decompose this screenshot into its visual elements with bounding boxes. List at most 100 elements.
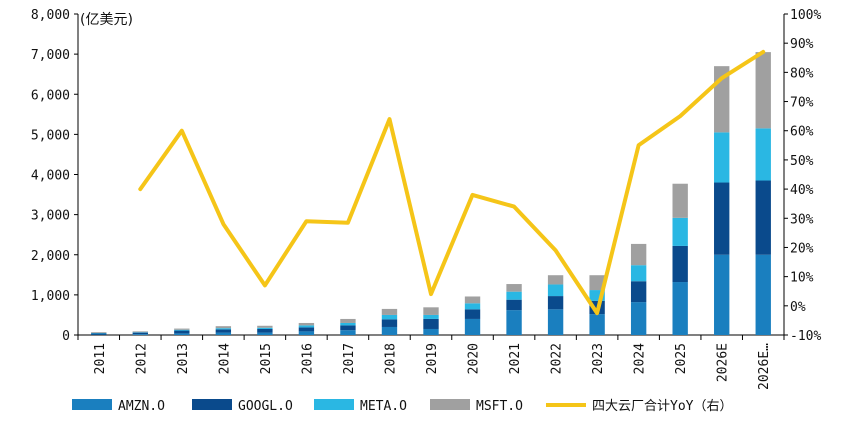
x-tick-label: 2024 (633, 343, 648, 374)
bar-googl-o-2019 (423, 318, 439, 329)
bar-amzn-o-2018 (381, 326, 398, 335)
legend-label: GOOGL.O (238, 399, 293, 414)
x-tick-label: 2013 (176, 343, 191, 374)
left-tick-label: 0 (62, 329, 70, 344)
bar-meta-o-2021 (506, 291, 522, 300)
bar-amzn-o-2014 (215, 332, 232, 335)
bar-msft-o-2025 (672, 183, 688, 218)
x-tick-label: 2022 (550, 343, 565, 374)
bar-googl-o-2024 (630, 281, 647, 303)
bar-msft-o-2021 (506, 284, 522, 292)
bar-msft-o-2014 (215, 326, 232, 329)
bar-amzn-o-2019 (423, 328, 439, 335)
bar-googl-o-2018 (381, 319, 398, 327)
bar-amzn-o-2021 (506, 310, 522, 335)
bar-meta-o-2015 (257, 327, 273, 329)
bar-msft-o-2022 (547, 275, 564, 285)
x-tick-label: 2025 (674, 343, 689, 374)
bar-amzn-o-2015 (257, 332, 273, 335)
bar-meta-o-2026e (714, 132, 730, 183)
legend-swatch (430, 399, 470, 410)
bar-googl-o-2020 (464, 309, 481, 319)
right-tick-label: 10% (790, 271, 814, 286)
x-tick-label: 2026E… (757, 343, 772, 390)
bar-googl-o-2017 (340, 325, 356, 331)
right-tick-label: 100% (790, 8, 821, 23)
x-tick-label: 2021 (508, 343, 523, 374)
bar-meta-o-2017 (340, 322, 356, 326)
left-axis-unit-label: (亿美元) (80, 12, 133, 28)
x-tick-label: 2016 (300, 343, 315, 374)
bar-msft-o-2016 (298, 322, 315, 326)
bar-amzn-o-2026e (755, 254, 771, 335)
bar-amzn-o-2020 (464, 318, 481, 335)
bar-googl-o-2026e (714, 182, 730, 255)
x-tick-label: 2011 (93, 343, 108, 374)
right-tick-label: 50% (790, 154, 814, 169)
bar-meta-o-2013 (174, 329, 190, 331)
bar-meta-o-2018 (381, 314, 398, 320)
bar-googl-o-2014 (215, 329, 232, 333)
x-tick-label: 2012 (134, 343, 149, 374)
right-tick-label: 20% (790, 241, 814, 256)
bar-msft-o-2012 (132, 331, 148, 333)
bar-googl-o-2021 (506, 299, 522, 311)
yoy-line (138, 49, 766, 316)
bar-msft-o-2019 (423, 307, 439, 315)
right-tick-label: 40% (790, 183, 814, 198)
left-tick-label: 1,000 (31, 289, 70, 304)
bar-msft-o-2017 (340, 318, 356, 323)
bar-meta-o-2022 (547, 284, 564, 297)
bar-msft-o-2026e (755, 52, 771, 129)
bar-meta-o-2025 (672, 217, 688, 246)
bar-amzn-o-2017 (340, 330, 356, 335)
bar-googl-o-2015 (257, 328, 273, 333)
bar-googl-o-2016 (298, 327, 315, 332)
bar-amzn-o-2024 (630, 302, 647, 335)
bar-msft-o-2011 (91, 332, 107, 333)
bar-googl-o-2022 (547, 296, 564, 310)
left-tick-label: 3,000 (31, 209, 70, 224)
right-tick-label: 0% (790, 300, 806, 315)
left-tick-label: 4,000 (31, 169, 70, 184)
legend-label: 四大云厂合计YoY（右） (592, 399, 732, 414)
left-tick-label: 5,000 (31, 128, 70, 143)
legend-swatch (192, 399, 232, 410)
legend-label: MSFT.O (476, 399, 523, 414)
bar-amzn-o-2012 (132, 334, 148, 335)
bar-googl-o-2013 (174, 330, 190, 334)
x-tick-label: 2023 (591, 343, 606, 374)
legend: AMZN.O GOOGL.O META.O MSFT.O 四大云厂合计YoY（右） (72, 399, 732, 414)
bar-googl-o-2011 (91, 333, 107, 335)
plot-area: 0 1,000 2,000 3,000 4,000 5,000 6,000 7,000 8,00… (31, 8, 822, 390)
left-tick-label: 7,000 (31, 48, 70, 63)
x-tick-label: 2014 (217, 343, 232, 374)
bar-amzn-o-2022 (547, 309, 564, 335)
x-tick-label: 2020 (467, 343, 482, 374)
right-tick-label: -10% (790, 329, 821, 344)
bar-meta-o-2019 (423, 314, 439, 319)
right-tick-label: 80% (790, 66, 814, 81)
bar-meta-o-2014 (215, 328, 232, 330)
right-tick-label: 60% (790, 125, 814, 140)
bar-googl-o-2012 (132, 332, 148, 335)
bar-msft-o-2018 (381, 308, 398, 315)
right-tick-label: 90% (790, 37, 814, 52)
bar-msft-o-2023 (589, 275, 605, 291)
bar-amzn-o-2013 (174, 333, 190, 335)
bar-msft-o-2015 (257, 325, 273, 328)
bar-amzn-o-2026e (714, 254, 730, 335)
right-tick-label: 70% (790, 96, 814, 111)
x-tick-label: 2018 (383, 343, 398, 374)
x-tick-label: 2017 (342, 343, 357, 374)
x-tick-label: 2019 (425, 343, 440, 374)
left-tick-label: 2,000 (31, 249, 70, 264)
right-tick-label: 30% (790, 212, 814, 227)
legend-label: AMZN.O (118, 399, 165, 414)
legend-swatch (72, 399, 112, 410)
bar-meta-o-2020 (464, 303, 481, 310)
bar-msft-o-2020 (464, 296, 481, 304)
x-tick-label: 2026E (716, 343, 731, 382)
bar-googl-o-2025 (672, 245, 688, 283)
